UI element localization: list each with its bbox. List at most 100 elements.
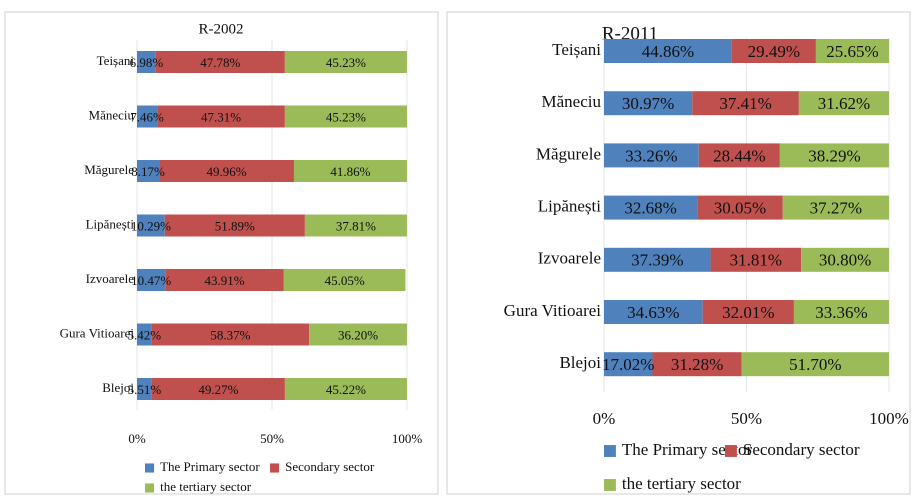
bar-segment	[702, 300, 794, 324]
x-tick-label: 50%	[260, 431, 284, 446]
data-label: 37.41%	[719, 94, 771, 113]
bar-segment	[165, 269, 284, 291]
legend-swatch	[145, 483, 155, 493]
data-label: 30.97%	[622, 94, 674, 113]
bar-segment	[159, 160, 294, 182]
data-label: 17.02%	[602, 355, 654, 374]
legend-swatch	[725, 445, 737, 457]
bar-segment	[604, 39, 732, 63]
x-tick-label: 0%	[593, 409, 616, 428]
bar-segment	[164, 214, 305, 237]
bar-segment	[782, 195, 889, 220]
data-label: 45.23%	[326, 109, 366, 124]
bar-segment	[137, 269, 166, 291]
data-label: 5.42%	[128, 327, 162, 342]
bar-segment	[284, 105, 407, 128]
bar-segment	[604, 195, 698, 220]
y-tick-label: Măneciu	[542, 92, 602, 111]
y-tick-label: Blejoi	[102, 380, 134, 395]
bar-segment	[283, 269, 406, 291]
x-tick-label: 0%	[128, 431, 146, 446]
data-label: 44.86%	[642, 42, 694, 61]
bar-segment	[731, 39, 816, 63]
data-label: 51.70%	[789, 355, 841, 374]
bar-segment	[157, 105, 285, 128]
data-label: 43.91%	[205, 273, 245, 288]
data-label: 31.81%	[730, 251, 782, 270]
bar-segment	[815, 39, 889, 63]
bar-segment	[652, 352, 742, 377]
data-label: 58.37%	[210, 327, 250, 342]
y-tick-label: Măgurele	[536, 144, 601, 163]
data-label: 31.62%	[818, 94, 870, 113]
bar-segment	[137, 51, 156, 73]
data-label: 5.51%	[128, 382, 162, 397]
data-label: 45.23%	[326, 55, 366, 70]
bar-segment	[692, 91, 799, 116]
legend-label: the tertiary sector	[160, 479, 252, 494]
x-tick-label: 100%	[869, 409, 909, 428]
y-tick-label: Lipănești	[86, 216, 135, 231]
bar-segment	[793, 300, 889, 324]
data-label: 38.29%	[808, 146, 860, 165]
data-label: 47.78%	[200, 55, 240, 70]
data-label: 25.65%	[826, 42, 878, 61]
bar-segment	[284, 51, 407, 73]
data-label: 45.22%	[326, 382, 366, 397]
data-label: 29.49%	[748, 42, 800, 61]
y-tick-label: Gura Vitioarei	[60, 325, 135, 340]
data-label: 28.44%	[713, 146, 765, 165]
bar-segment	[710, 247, 802, 272]
bar-segment	[309, 323, 407, 346]
legend-swatch	[604, 479, 616, 491]
y-tick-label: Teișani	[97, 53, 135, 68]
bar-segment	[604, 352, 653, 377]
data-label: 49.96%	[206, 164, 246, 179]
legend-label: Secondary sector	[743, 440, 860, 459]
data-label: 45.05%	[325, 273, 365, 288]
x-tick-label: 100%	[392, 431, 423, 446]
bar-segment	[151, 323, 310, 346]
data-label: 33.36%	[815, 303, 867, 322]
data-label: 41.86%	[330, 164, 370, 179]
bar-segment	[304, 214, 407, 237]
data-label: 32.01%	[722, 303, 774, 322]
data-label: 6.98%	[130, 55, 164, 70]
legend-label: The Primary sector	[160, 459, 260, 474]
data-label: 10.47%	[131, 273, 171, 288]
bar-segment	[604, 143, 699, 168]
y-tick-label: Lipănești	[538, 197, 602, 216]
data-label: 47.31%	[201, 109, 241, 124]
y-tick-label: Blejoi	[559, 353, 601, 372]
bar-segment	[137, 105, 158, 128]
y-tick-label: Teișani	[552, 40, 601, 59]
bar-segment	[604, 300, 703, 324]
data-label: 51.89%	[215, 218, 255, 233]
bar-segment	[284, 378, 407, 400]
y-tick-label: Gura Vitioarei	[504, 301, 602, 320]
bar-segment	[137, 160, 160, 182]
legend-swatch	[145, 463, 155, 473]
bar-segment	[698, 143, 780, 168]
legend-swatch	[270, 463, 280, 473]
data-label: 37.39%	[631, 251, 683, 270]
bar-segment	[801, 247, 889, 272]
chart-frame	[4, 11, 439, 495]
legend-label: The Primary sector	[622, 440, 753, 459]
bar-segment	[151, 378, 285, 400]
data-label: 34.63%	[627, 303, 679, 322]
chart-title: R-2002	[199, 21, 244, 37]
data-label: 7.46%	[130, 109, 164, 124]
y-tick-label: Măgurele	[84, 162, 134, 177]
data-label: 8.17%	[131, 164, 165, 179]
data-label: 33.26%	[625, 146, 677, 165]
bar-segment	[604, 91, 693, 116]
data-label: 36.20%	[338, 327, 378, 342]
data-label: 30.80%	[819, 251, 871, 270]
data-label: 30.05%	[714, 199, 766, 218]
y-tick-label: Măneciu	[89, 107, 135, 122]
bar-segment	[137, 378, 152, 400]
data-label: 10.29%	[131, 218, 171, 233]
bar-segment	[779, 143, 889, 168]
